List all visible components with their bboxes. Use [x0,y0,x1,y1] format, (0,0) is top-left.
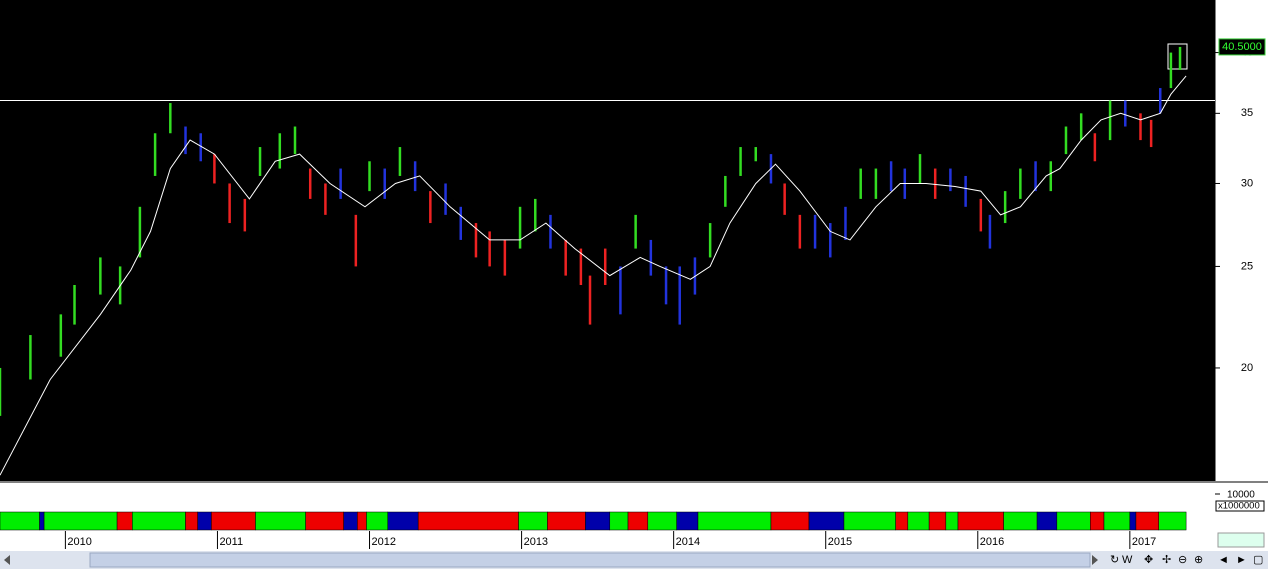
ribbon-segment [185,511,198,531]
tool-rotate[interactable]: ↻ [1110,554,1119,566]
scroll-left[interactable] [4,555,10,565]
zoom-out[interactable]: ⊖ [1178,554,1187,566]
ribbon-segment [1036,511,1058,531]
ribbon-segment [1135,511,1159,531]
volume-multiplier-box [1215,500,1265,512]
ribbon-segment [808,511,845,531]
x-tick-label: 2017 [1132,536,1156,548]
y-tick-label: 30 [1241,177,1253,189]
ribbon-segment [255,511,306,531]
ribbon-segment [676,511,699,531]
ribbon-segment [132,511,186,531]
tool-pan[interactable]: ✢ [1162,554,1171,566]
y-tick-label: 25 [1241,260,1253,272]
ribbon-segment [627,511,649,531]
ribbon-segment [1090,511,1105,531]
ribbon-segment [417,511,519,531]
ribbon-segment [211,511,256,531]
ribbon-segment [387,511,419,531]
ribbon-segment [895,511,909,531]
moving-average [0,75,1187,476]
x-tick-label: 2013 [524,536,548,548]
y-tick-label: 20 [1241,362,1253,374]
ribbon-segment [843,511,896,531]
ribbon-segment [0,511,40,531]
ribbon-segment [1103,511,1131,531]
ribbon-segment [609,511,629,531]
tool-move[interactable]: ✥ [1144,554,1153,566]
ribbon-segment [39,511,45,531]
ribbon-segment [907,511,930,531]
scroll-thumb[interactable] [89,552,1091,568]
tool-label[interactable]: W [1122,554,1133,566]
nav-left[interactable]: ◄ [1218,554,1229,566]
ribbon-segment [1158,511,1187,531]
y-tick-label: 35 [1241,107,1253,119]
ribbon-segment [116,511,133,531]
ribbon-segment [647,511,677,531]
ribbon-segment [518,511,548,531]
price-tag-label: 40.5000 [1222,41,1262,53]
ribbon-segment [357,511,367,531]
ribbon-segment [43,511,118,531]
price-tag [1218,38,1266,56]
x-tick-label: 2016 [980,536,1004,548]
status-button[interactable] [1217,532,1265,548]
price-panel [0,0,1215,481]
x-tick-label: 2010 [67,536,91,548]
x-tick-label: 2015 [828,536,852,548]
scroll-right[interactable] [1092,555,1098,565]
ribbon-segment [1129,511,1137,531]
ribbon-segment [1003,511,1038,531]
ribbon-segment [585,511,611,531]
ribbon-segment [928,511,947,531]
ribbon-segment [197,511,212,531]
ribbon-segment [957,511,1004,531]
volume-multiplier: x1000000 [1218,501,1260,512]
ribbon-segment [305,511,344,531]
ribbon-segment [945,511,959,531]
ribbon-segment [770,511,810,531]
ribbon-segment [697,511,772,531]
ribbon-segment [1056,511,1091,531]
ribbon-segment [343,511,358,531]
x-tick-label: 2014 [676,536,700,548]
x-tick-label: 2012 [372,536,396,548]
volume-tick-label: 10000 [1227,490,1255,501]
zoom-in[interactable]: ⊕ [1194,554,1203,566]
highlight-box [1167,43,1188,70]
ribbon-segment [547,511,586,531]
x-tick-label: 2011 [219,536,243,548]
nav-right[interactable]: ► [1236,554,1247,566]
ribbon-segment [366,511,389,531]
nav-end[interactable]: ▢ [1253,554,1263,566]
